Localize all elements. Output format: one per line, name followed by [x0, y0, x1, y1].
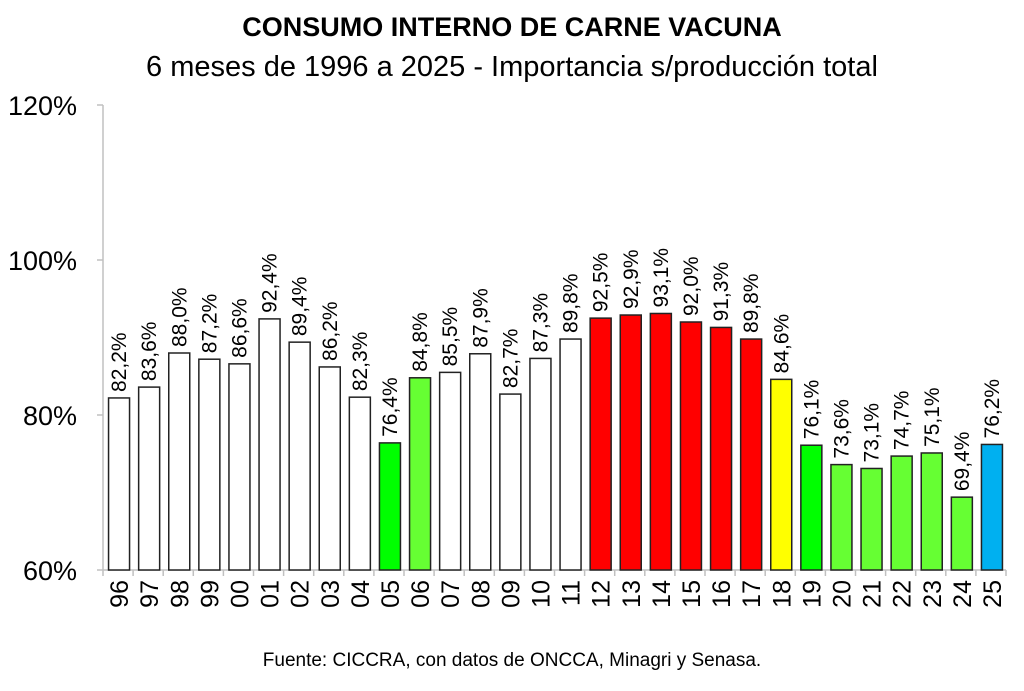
- y-tick-label: 60%: [23, 556, 77, 586]
- chart-source: Fuente: CICCRA, con datos de ONCCA, Mina…: [263, 650, 761, 671]
- x-tick-label: 05: [377, 580, 405, 608]
- data-label: 84,6%: [770, 314, 793, 374]
- bar: [559, 338, 582, 571]
- bar: [318, 366, 341, 571]
- bar: [770, 378, 793, 571]
- x-tick-label: 11: [558, 580, 586, 606]
- bar: [739, 338, 763, 571]
- x-tick-label: 98: [166, 580, 194, 608]
- data-label: 92,9%: [620, 249, 643, 309]
- y-tick-label: 100%: [8, 246, 77, 276]
- y-tick-label: 120%: [8, 91, 77, 121]
- x-tick-label: 18: [768, 580, 796, 608]
- bar: [980, 443, 1004, 571]
- data-label: 89,8%: [560, 274, 583, 334]
- bar: [920, 452, 943, 571]
- data-label: 82,2%: [108, 332, 131, 392]
- data-label: 89,8%: [740, 274, 763, 334]
- x-tick-label: 99: [196, 580, 224, 608]
- chart-title: CONSUMO INTERNO DE CARNE VACUNA: [242, 12, 782, 42]
- data-label: 92,4%: [259, 253, 282, 313]
- x-tick-label: 01: [257, 580, 285, 608]
- x-tick-label: 12: [588, 580, 616, 608]
- data-label: 73,6%: [830, 399, 853, 459]
- bar: [168, 352, 191, 571]
- data-label: 82,3%: [349, 332, 372, 392]
- x-tick-label: 13: [618, 580, 646, 608]
- data-label: 89,4%: [289, 277, 312, 337]
- bar: [950, 496, 974, 571]
- bar: [408, 377, 432, 571]
- x-tick-label: 07: [437, 580, 465, 608]
- x-tick-label: 17: [738, 580, 766, 608]
- data-label: 86,6%: [228, 298, 251, 358]
- x-tick-label: 97: [136, 580, 164, 608]
- bar: [288, 341, 311, 571]
- bar: [137, 386, 161, 571]
- bar: [709, 326, 733, 571]
- x-tick-label: 22: [889, 580, 917, 608]
- data-label: 75,1%: [921, 387, 944, 447]
- bar: [107, 397, 131, 571]
- x-tick-label: 02: [287, 580, 315, 608]
- x-tick-label: 21: [859, 580, 887, 608]
- x-tick-label: 15: [678, 580, 706, 608]
- x-tick-label: 96: [106, 580, 134, 608]
- data-label: 76,1%: [800, 380, 823, 440]
- data-label: 85,5%: [439, 307, 462, 367]
- x-tick-label: 09: [497, 580, 525, 608]
- bar: [890, 455, 913, 571]
- x-tick-label: 14: [648, 580, 676, 608]
- x-tick-label: 20: [828, 580, 856, 608]
- x-tick-label: 23: [919, 580, 947, 608]
- bar: [529, 357, 552, 571]
- data-label: 73,1%: [861, 403, 884, 463]
- x-tick-label: 08: [467, 580, 495, 608]
- bar: [649, 312, 673, 571]
- bar: [348, 396, 372, 571]
- x-tick-label: 00: [226, 580, 254, 608]
- x-tick-label: 06: [407, 580, 435, 608]
- bar: [619, 314, 642, 571]
- bar: [378, 442, 402, 571]
- data-label: 82,7%: [499, 329, 522, 389]
- data-label: 93,1%: [650, 248, 673, 308]
- data-label: 91,3%: [710, 262, 733, 322]
- data-label: 86,2%: [319, 301, 342, 361]
- x-tick-label: 03: [317, 580, 345, 608]
- bar: [258, 318, 281, 571]
- x-tick-label: 10: [527, 580, 555, 608]
- data-label: 87,2%: [198, 294, 221, 354]
- data-label: 88,0%: [168, 287, 191, 347]
- bar: [228, 363, 251, 571]
- data-label: 87,9%: [469, 288, 492, 348]
- bar: [198, 358, 221, 571]
- bar: [438, 371, 462, 571]
- chart-subtitle: 6 meses de 1996 a 2025 - Importancia s/p…: [146, 51, 878, 83]
- x-tick-label: 19: [798, 580, 826, 608]
- bar: [499, 393, 522, 571]
- x-tick-label: 16: [708, 580, 736, 608]
- bar: [589, 317, 612, 571]
- data-label: 74,7%: [891, 391, 914, 451]
- data-label: 92,5%: [590, 253, 613, 313]
- data-label: 76,4%: [379, 377, 402, 437]
- x-tick-label: 04: [347, 580, 375, 608]
- bar: [860, 467, 883, 571]
- data-label: 83,6%: [138, 322, 161, 382]
- bar: [469, 353, 492, 571]
- bar: [800, 444, 823, 571]
- data-label: 69,4%: [951, 432, 974, 492]
- data-label: 84,8%: [409, 312, 432, 372]
- bar: [679, 321, 703, 571]
- x-tick-label: 25: [979, 580, 1007, 608]
- data-label: 76,2%: [981, 379, 1004, 439]
- y-tick-label: 80%: [23, 401, 77, 431]
- data-label: 92,0%: [680, 256, 703, 316]
- data-label: 87,3%: [529, 293, 552, 353]
- x-tick-label: 24: [949, 580, 977, 608]
- bar: [830, 463, 853, 571]
